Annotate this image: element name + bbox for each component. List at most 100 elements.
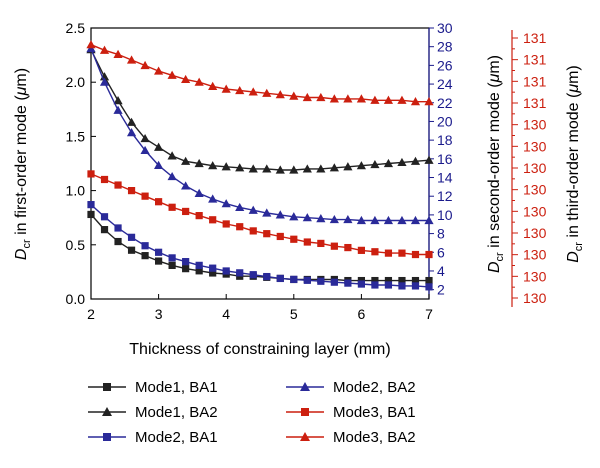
legend-swatch-marker: [300, 382, 310, 391]
third-order-tick-label: 131: [523, 73, 547, 89]
data-point: [209, 264, 217, 272]
data-point: [168, 261, 176, 269]
left-tick-label: 1.5: [66, 128, 86, 144]
legend-label: Mode2, BA2: [333, 379, 416, 396]
data-point: [155, 198, 163, 206]
data-point: [113, 49, 123, 59]
third-order-tick-label: 130: [523, 247, 547, 263]
data-point: [113, 96, 123, 105]
data-point: [222, 220, 230, 228]
data-point: [221, 199, 231, 208]
data-point: [344, 279, 352, 287]
data-point: [127, 246, 136, 254]
data-point: [114, 237, 122, 246]
data-point: [370, 95, 380, 104]
data-point: [275, 90, 285, 99]
data-point: [384, 249, 393, 257]
data-point: [370, 159, 380, 169]
data-point: [141, 242, 149, 250]
data-point: [182, 258, 190, 266]
left-axis-title: Dcr in first-order mode (μm): [13, 68, 33, 260]
data-point: [126, 128, 137, 137]
data-point: [275, 210, 285, 219]
data-point: [371, 276, 379, 285]
second-order-tick-label: 20: [437, 113, 453, 129]
data-point: [140, 133, 150, 143]
data-point: [424, 155, 434, 164]
x-tick-label: 7: [425, 306, 433, 322]
data-point: [302, 92, 312, 102]
data-point: [221, 84, 231, 93]
x-tick-label: 4: [222, 306, 230, 322]
second-order-tick-label: 26: [437, 57, 453, 73]
data-point: [194, 77, 204, 86]
data-point: [235, 202, 245, 212]
data-point: [181, 156, 191, 165]
data-point: [357, 246, 365, 254]
data-point: [302, 213, 312, 222]
third-order-tick-label: 130: [523, 268, 547, 284]
second-order-tick-label: 30: [437, 20, 453, 36]
series-mode2-ba1: [87, 201, 433, 291]
data-point: [290, 275, 298, 283]
x-tick-label: 6: [358, 306, 366, 322]
data-point: [356, 94, 366, 103]
data-point: [221, 162, 231, 171]
data-point: [87, 210, 95, 219]
data-point: [330, 278, 338, 286]
legend: Mode1, BA1 Mode2, BA2 Mode1, BA2 Mode3, BA1…: [88, 379, 416, 446]
data-point: [209, 216, 217, 224]
data-point: [100, 213, 109, 221]
data-point: [329, 94, 339, 103]
data-point: [383, 158, 394, 168]
second-order-tick-label: 18: [437, 132, 453, 148]
left-tick-label: 2.0: [66, 74, 86, 90]
data-point: [249, 227, 257, 235]
data-point: [248, 87, 258, 96]
data-point: [155, 248, 163, 256]
data-point: [262, 164, 272, 173]
data-point: [155, 257, 163, 265]
data-point: [168, 254, 176, 262]
data-point: [99, 45, 110, 54]
data-point: [410, 156, 421, 165]
data-point: [127, 187, 136, 195]
data-point: [154, 66, 164, 75]
data-point: [330, 242, 338, 250]
data-point: [126, 55, 137, 64]
data-point: [329, 214, 339, 224]
data-point: [113, 105, 123, 114]
data-point: [195, 267, 203, 275]
second-order-tick-label: 4: [437, 263, 445, 279]
x-tick-label: 3: [155, 306, 163, 322]
second-order-tick-label: 2: [437, 282, 445, 298]
series-mode3-ba1: [87, 170, 433, 259]
left-tick-label: 1.0: [66, 183, 86, 199]
x-axis: 2 3 4 5 6 7: [87, 294, 433, 322]
data-point: [411, 250, 420, 259]
data-point: [424, 215, 434, 225]
data-point: [343, 162, 353, 171]
second-order-tick-label: 8: [437, 226, 445, 242]
data-point: [140, 60, 150, 70]
data-point: [290, 235, 298, 243]
third-order-tick-label: 130: [523, 203, 547, 219]
data-point: [154, 160, 164, 169]
data-point: [317, 239, 325, 248]
data-point: [384, 281, 393, 289]
data-point: [383, 215, 394, 225]
data-point: [236, 223, 244, 231]
left-tick-label: 0.5: [66, 237, 86, 253]
data-point: [316, 214, 326, 223]
data-point: [235, 85, 245, 95]
third-order-tick-label: 130: [523, 117, 547, 133]
second-order-tick-label: 12: [437, 188, 453, 204]
data-point: [114, 224, 122, 232]
data-point: [127, 233, 136, 241]
data-point: [195, 261, 203, 269]
left-tick-label: 2.5: [66, 20, 86, 36]
legend-item: Mode2, BA2: [286, 379, 416, 396]
second-order-tick-label: 28: [437, 39, 453, 55]
data-point: [249, 271, 257, 279]
data-point: [397, 215, 407, 225]
